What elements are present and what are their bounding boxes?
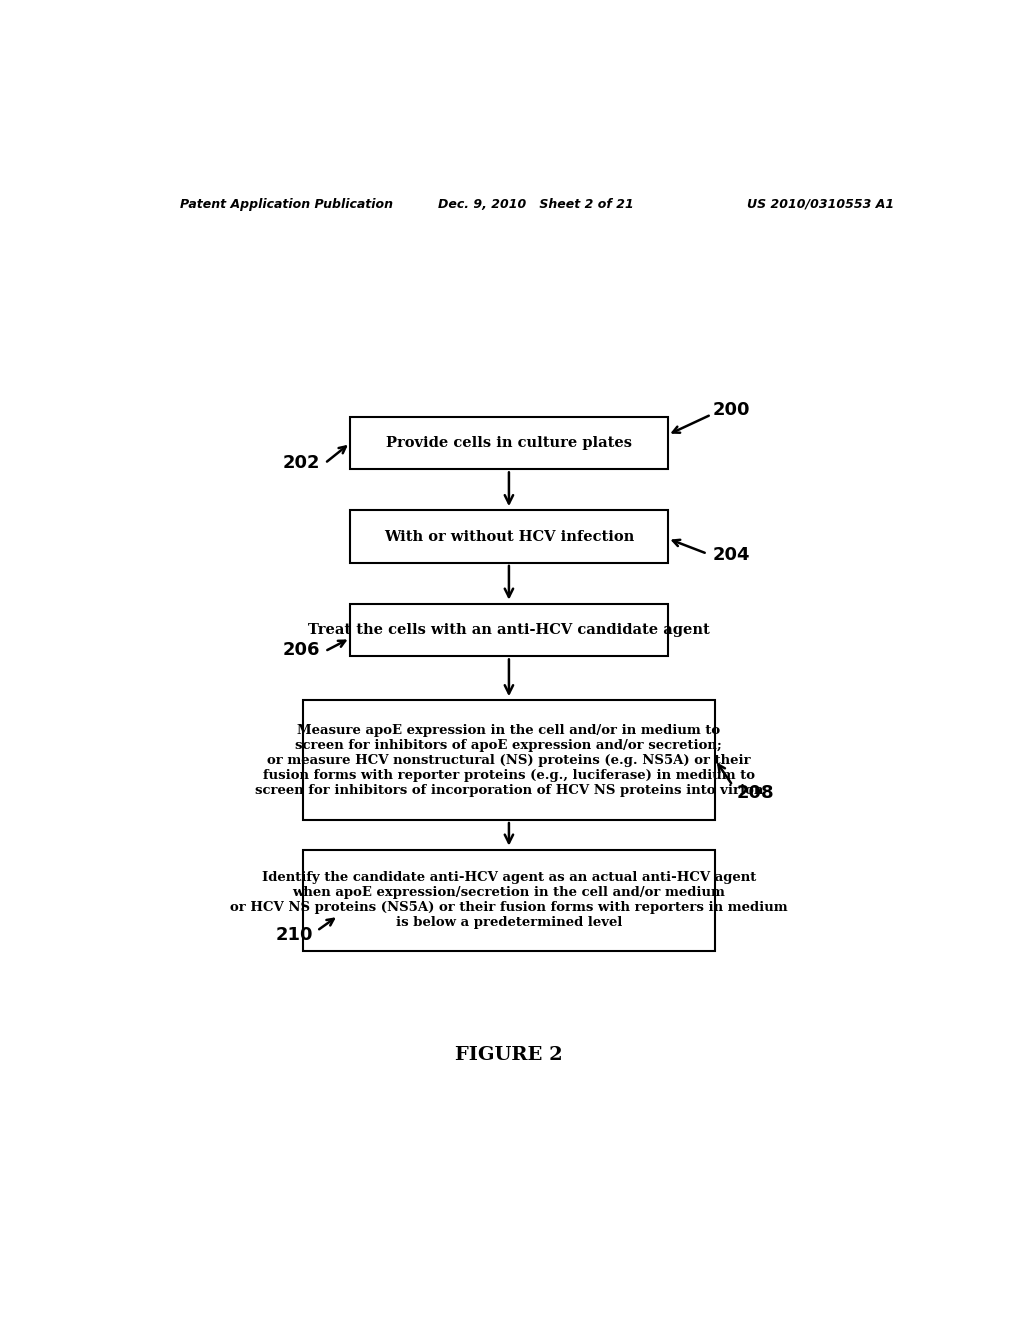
FancyBboxPatch shape xyxy=(350,417,668,470)
Text: 204: 204 xyxy=(713,545,750,564)
FancyBboxPatch shape xyxy=(303,700,715,820)
Text: 202: 202 xyxy=(283,454,319,473)
Text: FIGURE 2: FIGURE 2 xyxy=(455,1045,563,1064)
Text: US 2010/0310553 A1: US 2010/0310553 A1 xyxy=(748,198,894,211)
Text: 206: 206 xyxy=(283,642,319,659)
Text: Dec. 9, 2010   Sheet 2 of 21: Dec. 9, 2010 Sheet 2 of 21 xyxy=(437,198,633,211)
Text: 210: 210 xyxy=(275,925,313,944)
Text: Measure apoE expression in the cell and/or in medium to
screen for inhibitors of: Measure apoE expression in the cell and/… xyxy=(255,723,763,796)
Text: 208: 208 xyxy=(736,784,774,801)
Text: Identify the candidate anti-HCV agent as an actual anti-HCV agent
when apoE expr: Identify the candidate anti-HCV agent as… xyxy=(230,871,787,929)
FancyBboxPatch shape xyxy=(350,510,668,562)
FancyBboxPatch shape xyxy=(303,850,715,952)
Text: 200: 200 xyxy=(713,401,750,420)
Text: With or without HCV infection: With or without HCV infection xyxy=(384,529,634,544)
Text: Treat the cells with an anti-HCV candidate agent: Treat the cells with an anti-HCV candida… xyxy=(308,623,710,638)
Text: Provide cells in culture plates: Provide cells in culture plates xyxy=(386,436,632,450)
FancyBboxPatch shape xyxy=(350,603,668,656)
Text: Patent Application Publication: Patent Application Publication xyxy=(179,198,392,211)
